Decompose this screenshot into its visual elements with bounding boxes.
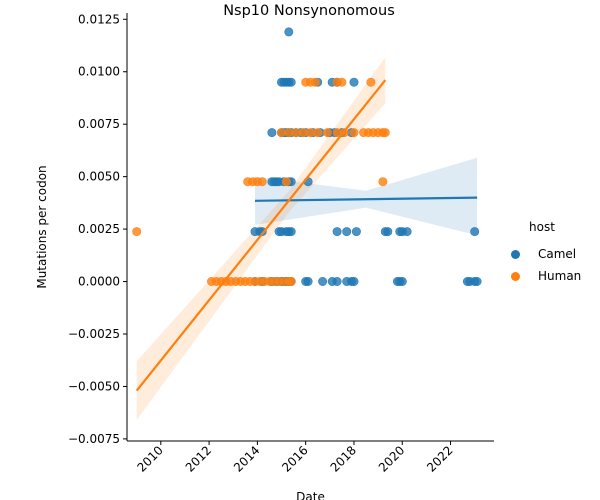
x-tick-label: 2022	[424, 443, 455, 474]
legend-label-human: Human	[538, 269, 582, 283]
point-camel	[318, 276, 328, 286]
point-human	[286, 276, 296, 286]
y-tick-label: −0.0050	[68, 379, 120, 393]
point-human	[257, 177, 267, 187]
legend-item-camel: Camel	[502, 243, 581, 265]
point-human	[378, 177, 388, 187]
y-tick-label: −0.0025	[68, 327, 120, 341]
legend-title: host	[529, 220, 555, 234]
point-human	[349, 128, 359, 138]
point-camel	[349, 276, 359, 286]
point-camel	[349, 77, 359, 87]
confidence-bands	[136, 57, 478, 420]
regression-lines	[135, 79, 478, 392]
data-points	[132, 27, 482, 286]
regression-line-camel	[254, 196, 478, 202]
point-camel	[383, 227, 393, 237]
point-camel	[267, 128, 277, 138]
point-human	[380, 128, 390, 138]
x-tick-label: 2020	[376, 443, 407, 474]
chart-title: Nsp10 Nonsynonomous	[223, 3, 395, 19]
point-camel	[470, 227, 480, 237]
ci-band-camel	[255, 157, 478, 236]
point-human	[132, 227, 142, 237]
camel-marker-icon	[511, 249, 520, 259]
point-human	[310, 77, 320, 87]
x-tick-label: 2012	[183, 443, 214, 474]
y-tick-label: 0.0000	[78, 275, 120, 289]
point-human	[322, 128, 332, 138]
y-tick-label: 0.0125	[78, 12, 120, 26]
x-tick-label: 2018	[328, 443, 359, 474]
y-tick-label: 0.0050	[78, 170, 120, 184]
x-tick-label: 2016	[279, 443, 310, 474]
point-camel	[472, 276, 482, 286]
point-human	[366, 77, 376, 87]
ci-band-human	[136, 57, 386, 420]
y-tick-label: 0.0025	[78, 222, 120, 236]
y-tick-label: 0.0100	[78, 65, 120, 79]
x-axis-label: Date	[296, 490, 325, 500]
x-tick-label: 2014	[231, 443, 262, 474]
y-tick-label: −0.0075	[68, 432, 120, 446]
point-camel	[332, 276, 342, 286]
regression-line-human	[135, 79, 387, 392]
point-camel	[286, 227, 296, 237]
x-tick-label: 2010	[134, 443, 165, 474]
point-camel	[351, 227, 361, 237]
point-camel	[286, 77, 296, 87]
y-tick-label: 0.0075	[78, 117, 120, 131]
point-human	[281, 177, 291, 187]
legend: host Camel Human	[502, 220, 581, 287]
point-camel	[332, 227, 342, 237]
point-human	[313, 128, 323, 138]
point-camel	[402, 227, 412, 237]
point-camel	[342, 227, 352, 237]
point-camel	[284, 27, 294, 37]
human-marker-icon	[511, 271, 520, 281]
point-human	[337, 77, 347, 87]
y-axis-label: Mutations per codon	[35, 165, 49, 288]
point-camel	[397, 276, 407, 286]
legend-label-camel: Camel	[538, 247, 577, 261]
point-camel	[303, 276, 313, 286]
legend-item-human: Human	[502, 265, 581, 287]
